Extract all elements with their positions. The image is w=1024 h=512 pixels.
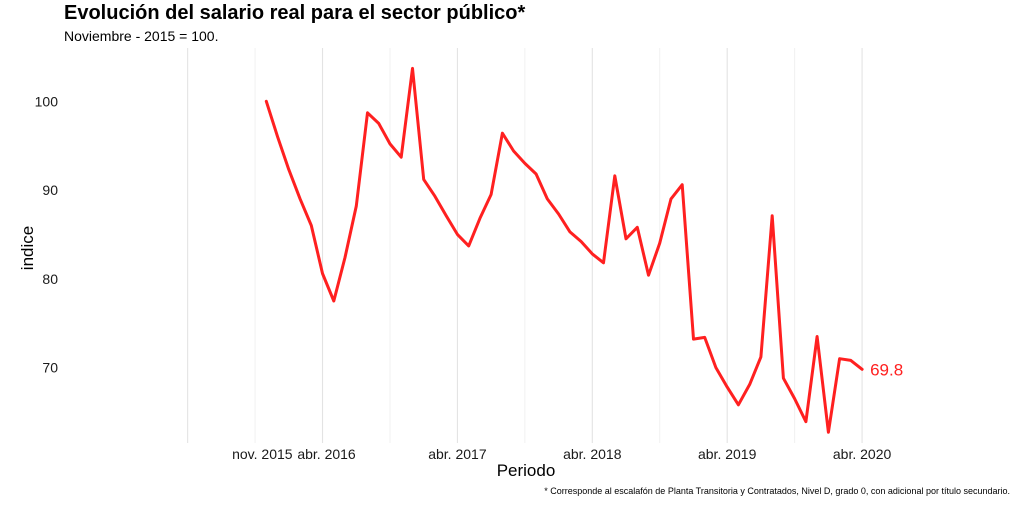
x-tick-label: nov. 2015 [232,446,293,462]
end-value-label: 69.8 [870,360,903,379]
y-axis-title: indice [18,226,37,270]
chart-title: Evolución del salario real para el secto… [64,2,526,24]
x-axis-title: Periodo [497,461,556,480]
chart-caption: * Corresponde al escalafón de Planta Tra… [544,486,1010,496]
x-tick-label: abr. 2016 [297,446,356,462]
x-axis-ticks: nov. 2015 abr. 2016 abr. 2017 abr. 2018 abr.… [232,446,891,462]
y-tick-label: 100 [35,93,59,109]
chart-subtitle: Noviembre - 2015 = 100. [64,28,219,44]
y-tick-label: 90 [42,182,58,198]
x-tick-label: abr. 2017 [428,446,487,462]
y-axis-ticks: 70 80 90 100 [35,93,59,375]
y-tick-label: 70 [42,360,58,376]
x-tick-label: abr. 2018 [563,446,622,462]
x-tick-label: abr. 2019 [698,446,757,462]
series-line [264,66,864,434]
grid-lines [187,48,863,443]
x-tick-label: abr. 2020 [833,446,892,462]
y-tick-label: 80 [42,271,58,287]
